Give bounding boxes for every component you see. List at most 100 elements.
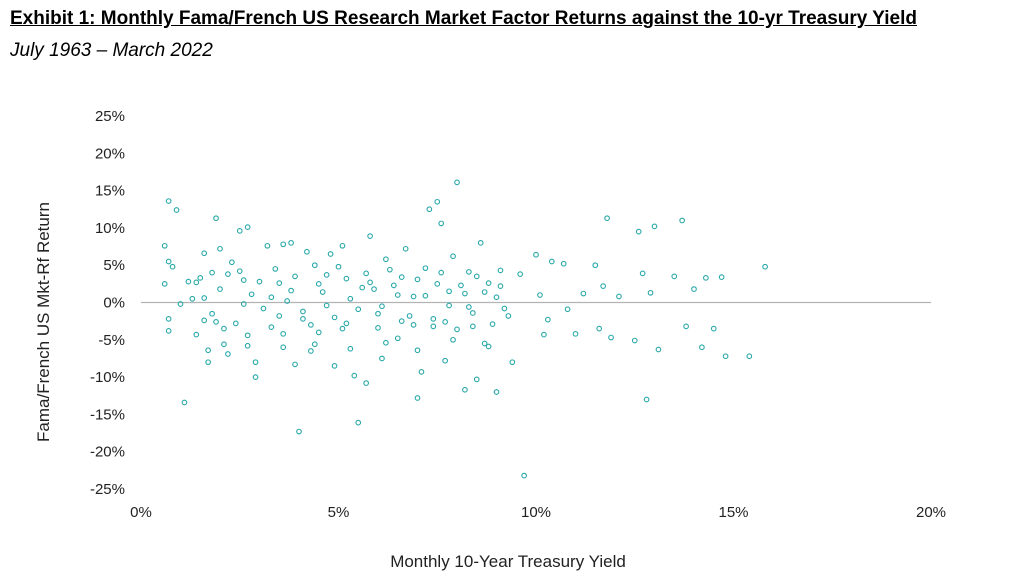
- data-point: [276, 280, 283, 286]
- data-point: [485, 343, 492, 350]
- data-point: [193, 331, 200, 338]
- data-point: [691, 286, 697, 292]
- data-point: [509, 359, 516, 366]
- data-point: [655, 346, 662, 353]
- data-point: [430, 323, 437, 330]
- data-point: [414, 276, 421, 283]
- y-tick-label: 15%: [95, 183, 125, 200]
- data-point: [248, 291, 255, 298]
- data-point: [398, 318, 405, 325]
- data-point: [177, 301, 184, 307]
- data-point: [236, 228, 243, 234]
- data-point: [367, 233, 373, 239]
- data-point: [430, 316, 437, 322]
- data-point: [315, 281, 322, 287]
- data-point: [651, 223, 658, 230]
- y-tick-label: 25%: [95, 108, 125, 125]
- data-point: [473, 273, 480, 280]
- data-point: [434, 281, 441, 287]
- y-tick-label: 10%: [95, 220, 125, 237]
- x-tick-label: 15%: [718, 504, 748, 521]
- data-point: [383, 339, 389, 346]
- data-point: [442, 319, 449, 325]
- x-axis-title: Monthly 10-Year Treasury Yield: [390, 552, 626, 571]
- data-point: [564, 306, 571, 313]
- data-point: [221, 325, 227, 332]
- data-point: [268, 324, 275, 330]
- data-point: [497, 267, 504, 274]
- data-point: [450, 253, 456, 260]
- data-point: [339, 242, 346, 249]
- data-point: [244, 342, 251, 349]
- data-point: [260, 305, 267, 312]
- y-tick-label: 0%: [103, 295, 125, 312]
- data-point: [702, 275, 709, 281]
- data-point: [209, 310, 215, 317]
- data-point: [414, 347, 421, 354]
- data-point: [165, 316, 172, 322]
- data-point: [446, 288, 452, 295]
- data-point: [493, 389, 500, 395]
- data-point: [418, 369, 425, 375]
- data-point: [426, 206, 433, 213]
- data-point: [343, 320, 350, 327]
- data-point: [469, 323, 476, 330]
- data-point: [331, 363, 338, 369]
- data-point: [718, 274, 725, 280]
- data-point: [256, 278, 263, 285]
- data-point: [359, 284, 366, 291]
- data-point: [454, 179, 460, 186]
- data-point: [355, 306, 362, 313]
- data-point: [699, 344, 705, 351]
- data-point: [181, 399, 188, 406]
- data-point: [533, 251, 539, 258]
- data-point: [394, 292, 401, 298]
- data-point: [264, 242, 271, 249]
- data-point: [272, 266, 279, 272]
- data-point: [339, 325, 346, 332]
- data-point: [189, 295, 196, 302]
- data-point: [450, 336, 456, 343]
- data-point: [213, 215, 219, 222]
- data-point: [347, 295, 354, 302]
- chart-subtitle: July 1963 – March 2022: [10, 40, 213, 61]
- y-tick-label: -5%: [98, 332, 125, 349]
- data-point: [240, 301, 247, 307]
- chart-title: Exhibit 1: Monthly Fama/French US Resear…: [10, 8, 917, 29]
- data-point: [209, 269, 215, 276]
- data-point: [422, 292, 429, 299]
- data-point: [308, 322, 314, 328]
- data-point: [375, 310, 381, 317]
- data-point: [481, 289, 488, 295]
- data-point: [489, 321, 496, 327]
- x-axis-ticks: 0% 5% 10% 15% 20%: [130, 504, 946, 521]
- data-point: [497, 283, 504, 289]
- data-point: [335, 263, 342, 270]
- data-point: [402, 245, 409, 252]
- data-point: [481, 340, 488, 347]
- data-point: [319, 289, 326, 295]
- data-point: [537, 292, 543, 298]
- data-point: [323, 272, 330, 278]
- data-point: [161, 281, 168, 287]
- data-point: [323, 302, 330, 309]
- data-point: [616, 293, 622, 300]
- data-point: [327, 251, 334, 257]
- data-point: [683, 323, 689, 330]
- data-point: [288, 287, 294, 294]
- y-tick-label: -20%: [90, 444, 125, 461]
- data-point: [746, 353, 753, 360]
- data-point: [351, 372, 358, 379]
- data-point: [414, 395, 421, 401]
- data-point: [197, 275, 204, 281]
- data-point: [410, 293, 417, 300]
- y-tick-label: -25%: [90, 481, 125, 498]
- data-point: [560, 260, 567, 267]
- data-point: [442, 357, 449, 364]
- data-point: [201, 295, 208, 301]
- data-point: [477, 239, 484, 246]
- y-tick-label: 5%: [103, 257, 125, 274]
- data-point: [592, 262, 599, 269]
- data-point: [635, 228, 642, 235]
